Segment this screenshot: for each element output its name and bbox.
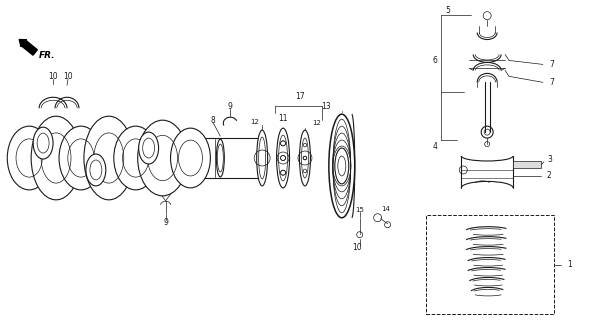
- Ellipse shape: [329, 114, 355, 218]
- Ellipse shape: [33, 127, 53, 159]
- Ellipse shape: [138, 120, 187, 196]
- Text: 11: 11: [278, 114, 288, 123]
- Ellipse shape: [276, 128, 289, 188]
- Ellipse shape: [114, 126, 158, 190]
- Text: 3: 3: [547, 155, 551, 164]
- Text: 14: 14: [381, 206, 390, 212]
- Ellipse shape: [86, 154, 106, 186]
- Text: 8: 8: [211, 116, 216, 125]
- Bar: [513, 162, 541, 168]
- Text: 12: 12: [250, 119, 259, 125]
- Text: 9: 9: [163, 218, 168, 227]
- Text: 10: 10: [48, 72, 58, 81]
- Ellipse shape: [59, 126, 103, 190]
- Text: 2: 2: [547, 172, 551, 180]
- Ellipse shape: [139, 132, 158, 164]
- Ellipse shape: [31, 116, 81, 200]
- Text: FR.: FR.: [39, 51, 56, 60]
- Ellipse shape: [299, 130, 311, 186]
- Ellipse shape: [257, 130, 267, 186]
- Text: 10: 10: [63, 72, 73, 81]
- FancyArrow shape: [19, 40, 37, 55]
- Text: 13: 13: [321, 102, 331, 111]
- Text: 5: 5: [445, 6, 449, 15]
- Text: 7: 7: [549, 78, 554, 87]
- Text: 7: 7: [549, 60, 554, 69]
- Ellipse shape: [84, 116, 133, 200]
- Text: 9: 9: [228, 102, 232, 111]
- Text: 15: 15: [355, 207, 364, 213]
- Text: 1: 1: [567, 260, 572, 269]
- Ellipse shape: [171, 128, 211, 188]
- Text: 4: 4: [432, 141, 438, 151]
- Ellipse shape: [216, 139, 224, 177]
- Text: 17: 17: [295, 92, 305, 101]
- Bar: [426, 215, 554, 314]
- Ellipse shape: [7, 126, 51, 190]
- Text: 6: 6: [432, 56, 438, 65]
- Text: 12: 12: [313, 120, 321, 126]
- Text: 10: 10: [352, 243, 362, 252]
